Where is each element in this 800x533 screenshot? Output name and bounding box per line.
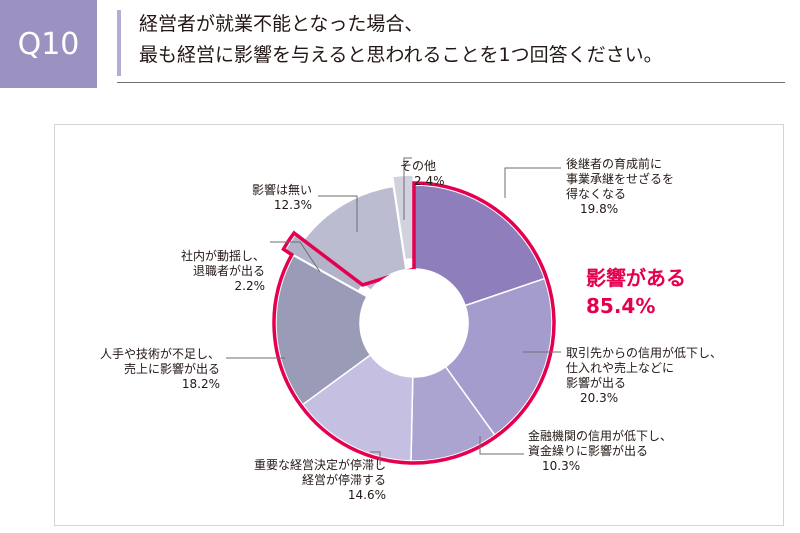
question-line-2: 最も経営に影響を与えると思われることを1つ回答ください。: [139, 44, 663, 66]
slice-label-line: 資金繰りに影響が出る: [528, 443, 648, 458]
slice-label-line: 後継者の育成前に: [566, 156, 662, 171]
slice-label-line: 事業承継をせざるを: [566, 171, 674, 186]
affected-total-label: 影響がある: [586, 266, 686, 290]
slice-value-5: 18.2%: [182, 377, 220, 391]
slice-value-7: 12.3%: [274, 198, 312, 212]
slice-label-line: 影響が出る: [566, 375, 626, 390]
slice-value-4: 14.6%: [348, 488, 386, 502]
leader-line-1: [504, 167, 561, 198]
question-underline: [117, 82, 785, 83]
slice-label-line: 得なくなる: [566, 186, 626, 201]
slice-label-line: 社内が動揺し、: [181, 248, 265, 263]
slice-value-8: 2.4%: [414, 174, 445, 188]
slice-label-line: 売上に影響が出る: [124, 361, 220, 376]
slice-label-line: その他: [400, 159, 436, 173]
question-text: 経営者が就業不能となった場合、 最も経営に影響を与えると思われることを1つ回答く…: [139, 9, 789, 71]
slice-label-2: 取引先からの信用が低下し、仕入れや売上などに影響が出る 20.3%: [566, 345, 722, 405]
leader-line-7: [318, 195, 358, 232]
slice-value-3: 10.3%: [542, 459, 580, 473]
slice-label-line: 経営が停滞する: [302, 472, 386, 487]
slice-label-6: 社内が動揺し、退職者が出る 2.2%: [181, 248, 265, 293]
leader-line-3: [479, 436, 524, 455]
slice-value-6: 2.2%: [235, 279, 266, 293]
pie-slice-2: [444, 277, 553, 436]
leader-line-4: [370, 451, 381, 465]
question-line-1: 経営者が就業不能となった場合、: [139, 13, 424, 35]
slice-label-3: 金融機関の信用が低下し、資金繰りに影響が出る 10.3%: [528, 428, 672, 473]
affected-outline: [272, 181, 556, 465]
slice-label-line: 金融機関の信用が低下し、: [528, 428, 672, 443]
question-accent-bar: [117, 10, 121, 76]
slice-label-line: 重要な経営決定が停滞し: [254, 457, 386, 472]
slice-label-4: 重要な経営決定が停滞し経営が停滞する 14.6%: [254, 457, 386, 502]
slice-label-line: 仕入れや売上などに: [566, 360, 674, 375]
slice-label-line: 影響は無い: [252, 182, 312, 197]
slice-label-line: 人手や技術が不足し、: [100, 346, 220, 361]
pie-slice-8: [391, 174, 414, 261]
slice-label-7: 影響は無い 12.3%: [252, 182, 312, 212]
slice-label-line: 退職者が出る: [193, 263, 265, 278]
affected-total-value: 85.4%: [586, 294, 655, 318]
leader-line-8: [403, 157, 412, 220]
slice-label-8: その他 2.4%: [400, 159, 445, 188]
slice-label-1: 後継者の育成前に事業承継をせざるを得なくなる 19.8%: [566, 156, 674, 216]
donut-hole: [360, 269, 468, 377]
slice-label-line: 取引先からの信用が低下し、: [566, 345, 722, 360]
leader-line-6: [270, 241, 321, 273]
slice-value-2: 20.3%: [580, 391, 618, 405]
slice-label-5: 人手や技術が不足し、売上に影響が出る 18.2%: [100, 346, 220, 391]
question-number-badge: Q10: [0, 0, 97, 88]
slice-value-1: 19.8%: [580, 202, 618, 216]
